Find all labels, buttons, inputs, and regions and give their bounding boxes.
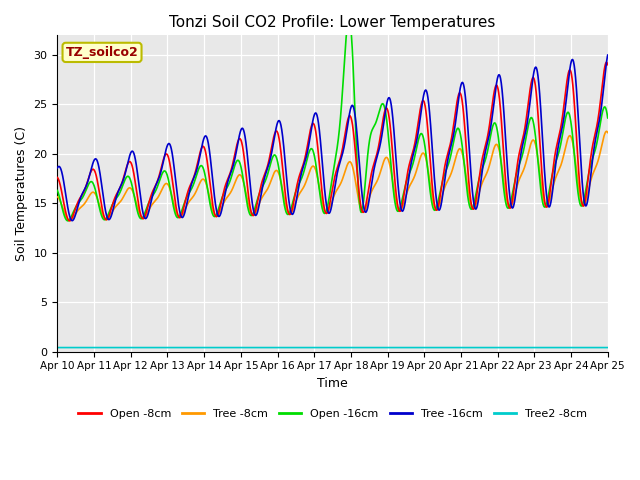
Y-axis label: Soil Temperatures (C): Soil Temperatures (C): [15, 126, 28, 261]
X-axis label: Time: Time: [317, 377, 348, 390]
Title: Tonzi Soil CO2 Profile: Lower Temperatures: Tonzi Soil CO2 Profile: Lower Temperatur…: [170, 15, 496, 30]
Legend: Open -8cm, Tree -8cm, Open -16cm, Tree -16cm, Tree2 -8cm: Open -8cm, Tree -8cm, Open -16cm, Tree -…: [74, 405, 591, 423]
Text: TZ_soilco2: TZ_soilco2: [66, 46, 138, 59]
